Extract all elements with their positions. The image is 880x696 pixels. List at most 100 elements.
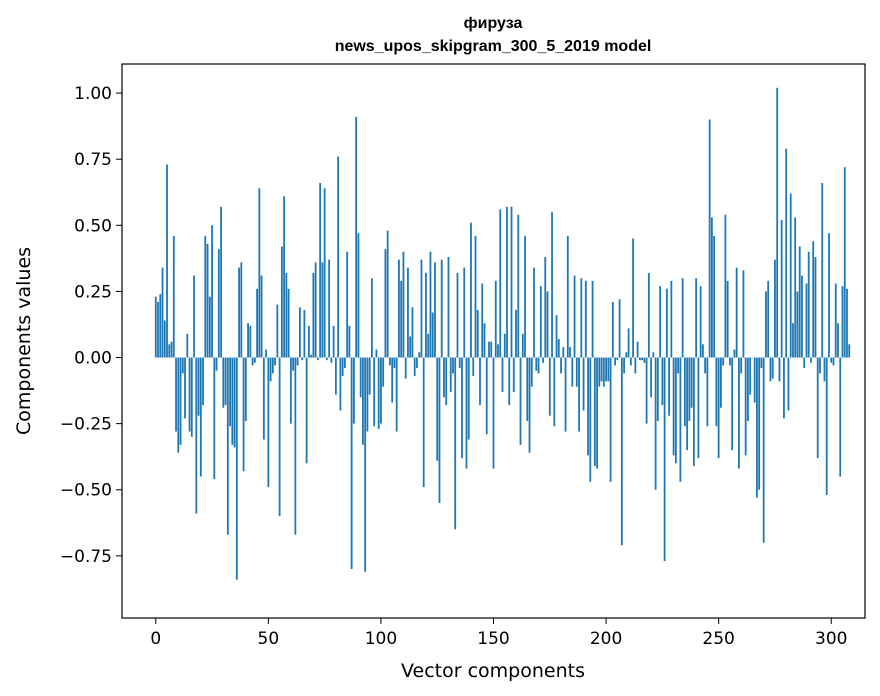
bar: [584, 280, 587, 358]
bar: [416, 357, 418, 369]
bar: [807, 251, 810, 358]
bar: [470, 222, 472, 358]
bar: [524, 235, 526, 358]
bar: [271, 357, 274, 374]
bar: [411, 307, 414, 358]
bar: [215, 357, 218, 371]
bar: [206, 243, 209, 358]
y-tick-label: −0.75: [60, 547, 112, 567]
bar: [389, 357, 391, 366]
bar: [429, 251, 432, 358]
bar: [159, 294, 162, 358]
bar: [436, 357, 439, 461]
bar: [321, 262, 324, 358]
bar: [837, 323, 839, 358]
bar: [677, 357, 680, 374]
bar: [713, 235, 716, 358]
bar: [154, 296, 157, 358]
bar: [616, 357, 619, 361]
bar: [789, 193, 792, 358]
bar: [179, 357, 182, 445]
bar: [303, 309, 306, 358]
bar: [350, 357, 353, 570]
x-tick-label: 300: [815, 629, 847, 649]
bar: [665, 288, 668, 358]
bar: [479, 357, 481, 406]
bar: [226, 357, 229, 535]
bar: [168, 344, 171, 358]
bar: [407, 267, 409, 358]
bar: [596, 357, 598, 469]
bar: [202, 357, 204, 406]
bar: [481, 283, 484, 358]
bar: [623, 357, 625, 374]
bar: [440, 259, 443, 358]
bar: [704, 357, 707, 374]
bar: [258, 188, 261, 358]
x-tick-label: 200: [590, 629, 622, 649]
bar: [551, 212, 553, 358]
bar: [420, 259, 423, 358]
bar: [729, 357, 731, 366]
bar: [472, 357, 475, 377]
bar: [445, 357, 448, 406]
bar: [627, 328, 630, 358]
bar: [377, 357, 380, 429]
bar: [454, 357, 457, 530]
bar: [316, 357, 319, 361]
bar: [506, 206, 508, 358]
bar: [526, 357, 529, 421]
bar: [393, 357, 396, 369]
bar: [224, 357, 227, 406]
bar: [280, 246, 283, 358]
bar: [262, 357, 265, 440]
bar: [186, 333, 189, 358]
bar: [364, 357, 367, 572]
bar: [163, 320, 166, 358]
bar: [305, 357, 308, 464]
bar: [193, 275, 195, 358]
bar: [839, 357, 842, 477]
bar: [208, 296, 211, 358]
bar: [170, 341, 173, 358]
bar: [647, 272, 650, 358]
bar: [391, 357, 394, 403]
bar: [607, 357, 610, 382]
bar: [427, 333, 430, 358]
plot-frame: [121, 63, 866, 619]
bar: [476, 309, 479, 358]
bar: [814, 257, 817, 358]
bar: [463, 267, 466, 358]
bar: [483, 323, 486, 358]
bar: [848, 344, 851, 358]
x-tick-label: 50: [258, 629, 280, 649]
bar: [711, 217, 713, 358]
bar: [656, 357, 659, 421]
x-tick-label: 0: [150, 629, 161, 649]
bar: [447, 257, 450, 358]
bar: [294, 357, 297, 535]
bar: [190, 357, 193, 437]
bar: [724, 214, 727, 358]
bar: [738, 357, 740, 469]
bar: [744, 357, 747, 456]
bar: [334, 357, 337, 395]
bar: [566, 235, 569, 358]
bar: [805, 283, 808, 358]
bar: [841, 286, 844, 358]
bar: [539, 286, 542, 358]
bar: [296, 357, 299, 366]
bar: [285, 272, 288, 358]
bar: [557, 339, 560, 358]
bar: [679, 357, 682, 482]
bar: [319, 183, 322, 358]
bar: [244, 357, 247, 421]
bar: [494, 280, 497, 358]
bar: [587, 357, 589, 456]
bar: [753, 357, 756, 403]
bar: [242, 357, 245, 472]
bar: [530, 357, 533, 387]
bar: [404, 357, 407, 379]
bar: [515, 309, 517, 358]
